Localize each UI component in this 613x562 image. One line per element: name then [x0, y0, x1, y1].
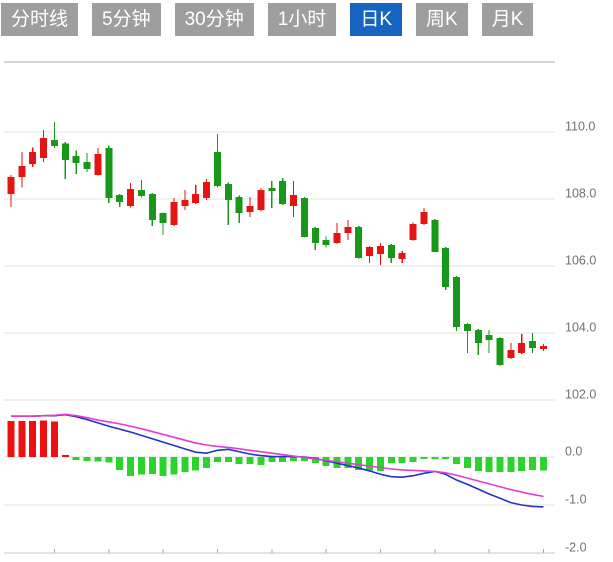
tab-monthly-k[interactable]: 月K: [481, 3, 534, 36]
tab-1hour[interactable]: 1小时: [267, 3, 337, 36]
svg-text:-1.0: -1.0: [565, 492, 587, 506]
svg-text:102.0: 102.0: [565, 387, 596, 401]
svg-text:106.0: 106.0: [565, 253, 596, 267]
indicator-lines-layer: [11, 413, 544, 508]
tab-timeline[interactable]: 分时线: [1, 3, 79, 36]
svg-text:110.0: 110.0: [565, 119, 595, 133]
svg-text:104.0: 104.0: [565, 320, 596, 334]
tab-5min[interactable]: 5分钟: [92, 3, 161, 36]
tab-weekly-k[interactable]: 周K: [416, 3, 468, 36]
svg-text:0.0: 0.0: [565, 444, 582, 458]
axis-labels-layer: 110.0 108.0 106.0 104.0 102.0 0.0 -1.0 -2.0: [565, 119, 596, 554]
tab-daily-k[interactable]: 日K: [350, 3, 402, 36]
svg-text:-2.0: -2.0: [565, 540, 587, 554]
svg-text:108.0: 108.0: [565, 186, 596, 200]
timeframe-tabs: 分时线 5分钟 30分钟 1小时 日K 周K 月K: [1, 3, 534, 36]
macd-histogram-layer: [7, 420, 547, 477]
candles-layer: [7, 121, 547, 366]
tab-30min[interactable]: 30分钟: [174, 3, 254, 36]
